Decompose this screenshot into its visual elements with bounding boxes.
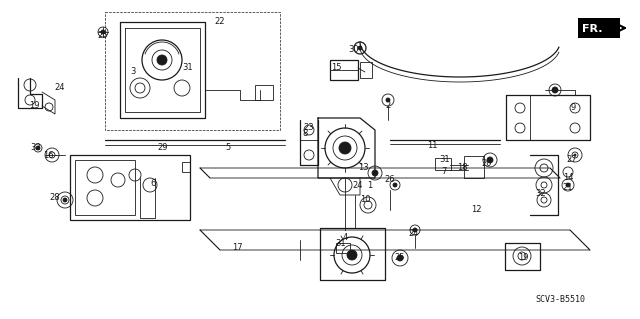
- Bar: [360, 62, 372, 78]
- Bar: [75, 160, 135, 215]
- Text: 20: 20: [482, 159, 492, 167]
- Circle shape: [372, 170, 378, 176]
- Text: 33: 33: [31, 144, 42, 152]
- Text: 31: 31: [182, 63, 193, 72]
- Text: 1: 1: [367, 181, 372, 189]
- Bar: [330, 60, 358, 80]
- Circle shape: [552, 87, 558, 93]
- Text: 24: 24: [55, 84, 65, 93]
- Circle shape: [347, 250, 357, 260]
- Bar: [105, 12, 280, 130]
- Circle shape: [63, 198, 67, 202]
- Text: 15: 15: [331, 63, 341, 72]
- Circle shape: [566, 183, 570, 187]
- Text: 16: 16: [43, 151, 53, 160]
- Text: 31: 31: [336, 239, 346, 248]
- Text: 10: 10: [360, 196, 371, 204]
- Circle shape: [487, 157, 493, 163]
- Text: 6: 6: [150, 179, 156, 188]
- Text: 24: 24: [409, 228, 419, 238]
- Text: 31: 31: [440, 155, 451, 165]
- Text: 19: 19: [518, 254, 528, 263]
- Circle shape: [397, 255, 403, 261]
- Text: 5: 5: [225, 144, 230, 152]
- Text: 23: 23: [304, 123, 314, 132]
- Text: 29: 29: [157, 144, 168, 152]
- Text: 30: 30: [349, 46, 359, 55]
- Text: 8: 8: [302, 129, 308, 137]
- Text: 25: 25: [395, 254, 405, 263]
- Bar: [255, 85, 273, 100]
- Text: 12: 12: [471, 205, 481, 214]
- Bar: [464, 156, 484, 178]
- Text: 9: 9: [570, 103, 575, 113]
- Bar: [435, 158, 451, 170]
- Text: 13: 13: [358, 164, 368, 173]
- Text: 17: 17: [232, 243, 243, 253]
- Text: 14: 14: [563, 174, 573, 182]
- Text: FR.: FR.: [582, 24, 602, 34]
- Text: 2: 2: [385, 101, 390, 110]
- Text: 24: 24: [353, 182, 364, 190]
- Text: 7: 7: [442, 167, 447, 176]
- Text: 28: 28: [50, 194, 60, 203]
- Text: 3: 3: [131, 68, 136, 77]
- Bar: [578, 18, 620, 38]
- Text: 21: 21: [563, 183, 573, 192]
- Bar: [182, 162, 190, 172]
- Circle shape: [101, 30, 105, 34]
- Circle shape: [36, 146, 40, 150]
- Text: 32: 32: [536, 189, 547, 197]
- Text: 22: 22: [215, 18, 225, 26]
- Circle shape: [393, 183, 397, 187]
- Bar: [578, 18, 620, 38]
- Circle shape: [339, 142, 351, 154]
- Text: 18: 18: [457, 164, 467, 173]
- Circle shape: [386, 98, 390, 102]
- Circle shape: [157, 55, 167, 65]
- Text: 4: 4: [342, 234, 348, 242]
- Text: 25: 25: [98, 32, 108, 41]
- Bar: [70, 155, 190, 220]
- Text: 19: 19: [29, 101, 39, 110]
- Text: 27: 27: [566, 155, 577, 165]
- Circle shape: [574, 154, 576, 156]
- Circle shape: [358, 46, 362, 50]
- Circle shape: [413, 228, 417, 232]
- Text: 26: 26: [385, 175, 396, 184]
- Text: 11: 11: [427, 140, 437, 150]
- Bar: [336, 243, 350, 253]
- Text: SCV3-B5510: SCV3-B5510: [535, 295, 585, 305]
